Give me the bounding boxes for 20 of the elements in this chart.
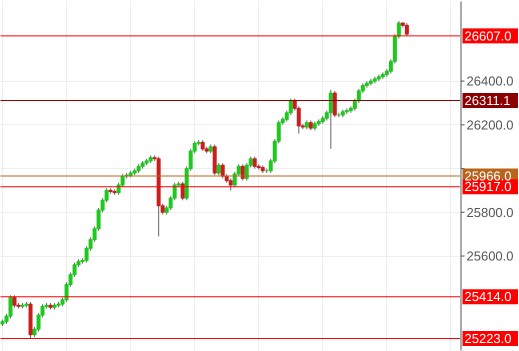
ref-line-label: 25966.0 [464, 168, 512, 184]
candlestick [240, 164, 245, 182]
candlestick [328, 89, 333, 150]
y-tick-label: 25600.0 [466, 248, 514, 264]
y-tick-label: 26400.0 [466, 74, 514, 89]
ref-line-label: 26311.1 [464, 93, 511, 108]
candlestick [308, 120, 313, 131]
candlestick [216, 162, 221, 176]
candlestick [180, 181, 185, 201]
candlestick [228, 178, 233, 191]
candlestick [200, 140, 205, 152]
ref-line-label: 25414.0 [464, 289, 512, 304]
candlestick [404, 22, 409, 37]
candlestick [12, 294, 17, 308]
y-tick-label: 25800.0 [466, 204, 514, 220]
ref-line-label: 26607.0 [464, 28, 512, 44]
candlestick [252, 156, 257, 170]
y-tick-label: 26200.0 [466, 117, 514, 132]
candlestick [220, 162, 225, 179]
ref-line-label: 25223.0 [464, 330, 512, 346]
